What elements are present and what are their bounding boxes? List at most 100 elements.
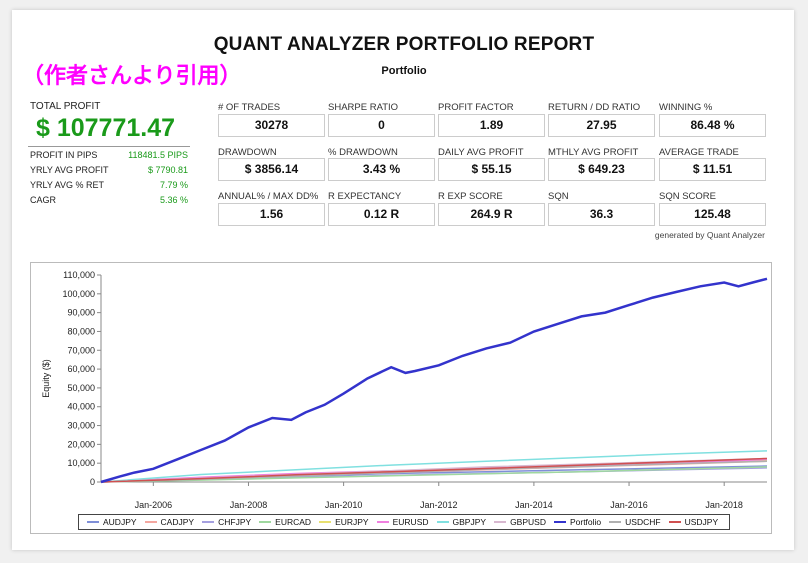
legend-swatch: [494, 521, 507, 523]
y-tick-label: 40,000: [67, 402, 95, 412]
legend-item-gbpusd: GBPUSD: [494, 517, 546, 527]
legend-item-usdchf: USDCHF: [609, 517, 661, 527]
legend-label: EURUSD: [392, 517, 429, 527]
y-tick-label: 10,000: [67, 458, 95, 468]
summary-label: PROFIT IN PIPS: [30, 150, 98, 160]
quote-annotation: （作者さんより引用）: [22, 64, 242, 89]
stat-value: 0: [328, 114, 435, 137]
y-tick-label: 0: [90, 477, 95, 487]
y-tick-label: 70,000: [67, 345, 95, 355]
legend-item-usdjpy: USDJPY: [668, 517, 719, 527]
stat-value: $ 11.51: [659, 158, 766, 181]
stat-value: $ 3856.14: [218, 158, 325, 181]
total-profit-value: $ 107771.47: [36, 114, 176, 142]
legend-label: USDJPY: [684, 517, 719, 527]
y-tick-label: 60,000: [67, 364, 95, 374]
y-tick-label: 110,000: [63, 270, 95, 280]
series-line-gbpjpy: [100, 450, 768, 483]
stat-label: MTHLY AVG PROFIT: [548, 147, 639, 158]
stat-label: % DRAWDOWN: [328, 147, 398, 158]
legend-label: GBPUSD: [510, 517, 546, 527]
x-tick-label: Jan-2016: [610, 500, 648, 510]
stat-label: R EXPECTANCY: [328, 191, 402, 202]
stat-label: ANNUAL% / MAX DD%: [218, 191, 319, 202]
legend-swatch: [668, 521, 681, 523]
stat-label: DAILY AVG PROFIT: [438, 147, 524, 158]
summary-label: YRLY AVG PROFIT: [30, 165, 109, 175]
summary-row: CAGR 5.36 %: [30, 195, 188, 205]
stat-label: AVERAGE TRADE: [659, 147, 739, 158]
x-tick-label: Jan-2006: [135, 500, 173, 510]
equity-chart: 0 10,000 20,000 30,000 40,000 50,000 60,000 70,…: [30, 262, 772, 534]
legend-swatch: [87, 521, 99, 523]
legend-swatch: [319, 521, 332, 523]
legend-swatch: [376, 521, 389, 523]
legend-label: Portfolio: [569, 517, 602, 527]
legend-item-eurjpy: EURJPY: [319, 517, 369, 527]
stat-value: 1.89: [438, 114, 545, 137]
stat-value: $ 649.23: [548, 158, 655, 181]
summary-value: 118481.5 PIPS: [128, 150, 188, 160]
stat-label: # OF TRADES: [218, 102, 281, 113]
stat-value: 30278: [218, 114, 325, 137]
legend-swatch: [609, 521, 622, 523]
series-line-portfolio: [100, 277, 768, 484]
legend-item-portfolio: Portfolio: [553, 517, 602, 527]
y-tick-label: 20,000: [67, 439, 95, 449]
x-tick-label: Jan-2012: [420, 500, 458, 510]
stat-value: 3.43 %: [328, 158, 435, 181]
stat-value: $ 55.15: [438, 158, 545, 181]
stat-label: PROFIT FACTOR: [438, 102, 514, 113]
summary-value: 7.79 %: [159, 180, 188, 190]
summary-value: $ 7790.81: [147, 165, 188, 175]
stat-label: RETURN / DD RATIO: [548, 102, 641, 113]
legend-swatch: [436, 521, 449, 523]
legend-swatch: [202, 521, 215, 523]
stat-value: 264.9 R: [438, 203, 545, 226]
report-title: QUANT ANALYZER PORTFOLIO REPORT: [213, 34, 595, 55]
legend-label: CHFJPY: [218, 517, 252, 527]
legend-label: AUDJPY: [103, 517, 137, 527]
summary-label: CAGR: [30, 195, 57, 205]
summary-label: YRLY AVG % RET: [30, 180, 105, 190]
stat-value: 0.12 R: [328, 203, 435, 226]
stat-value: 86.48 %: [659, 114, 766, 137]
summary-row: YRLY AVG PROFIT $ 7790.81: [30, 165, 188, 175]
x-tick-label: Jan-2008: [230, 500, 268, 510]
divider: [28, 146, 190, 147]
generated-by-note: generated by Quant Analyzer: [654, 230, 765, 240]
legend-item-gbpjpy: GBPJPY: [436, 517, 487, 527]
x-tick-label: Jan-2014: [515, 500, 553, 510]
y-axis-label: Equity ($): [41, 359, 51, 398]
stat-value: 1.56: [218, 203, 325, 226]
stat-label: WINNING %: [659, 102, 713, 113]
y-tick-label: 30,000: [67, 421, 95, 431]
y-tick-label: 80,000: [67, 326, 95, 336]
stat-label: SQN SCORE: [659, 191, 717, 202]
series-line-eurcad: [100, 466, 768, 483]
summary-value: 5.36 %: [159, 195, 188, 205]
stat-label: SHARPE RATIO: [328, 102, 399, 113]
legend-swatch: [259, 521, 272, 523]
equity-chart-svg: 0 10,000 20,000 30,000 40,000 50,000 60,000 70,…: [41, 270, 768, 510]
report-card: [12, 10, 794, 550]
y-tick-label: 100,000: [62, 289, 95, 299]
stat-label: SQN: [548, 191, 569, 202]
y-tick-label: 90,000: [67, 308, 95, 318]
legend-item-chfjpy: CHFJPY: [202, 517, 251, 527]
legend-item-eurusd: EURUSD: [376, 517, 429, 527]
legend-swatch: [144, 521, 157, 523]
x-tick-label: Jan-2010: [325, 500, 363, 510]
legend-swatch: [553, 521, 566, 523]
chart-legend: AUDJPY CADJPY CHFJPY EURCAD EURJPY EURUSD GBPJ…: [78, 514, 730, 530]
summary-row: PROFIT IN PIPS 118481.5 PIPS: [30, 150, 188, 160]
stat-value: 36.3: [548, 203, 655, 226]
stat-value: 125.48: [659, 203, 766, 226]
legend-label: GBPJPY: [452, 517, 487, 527]
legend-label: EURJPY: [335, 517, 369, 527]
legend-item-cadjpy: CADJPY: [144, 517, 195, 527]
legend-label: EURCAD: [275, 517, 312, 527]
series-line-usdjpy: [100, 457, 768, 483]
legend-label: USDCHF: [625, 517, 661, 527]
legend-label: CADJPY: [160, 517, 195, 527]
